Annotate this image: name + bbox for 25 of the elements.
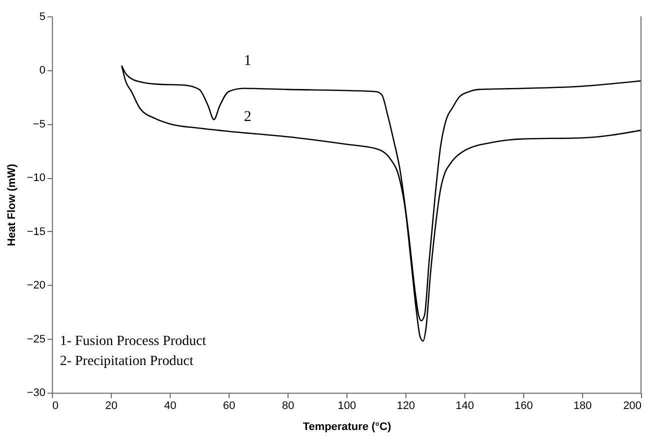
x-tick-label: 40 <box>164 400 176 412</box>
y-tick-label: −15 <box>26 226 46 238</box>
y-tick-label: 5 <box>39 10 46 23</box>
annotation: 2 <box>244 109 252 126</box>
y-axis-title: Heat Flow (mW) <box>6 164 18 246</box>
x-tick-label: 160 <box>514 400 533 412</box>
x-tick-label: 120 <box>396 400 416 412</box>
x-tick-label: 180 <box>573 400 592 412</box>
x-tick-label: 100 <box>338 400 356 412</box>
y-tick-label: −25 <box>26 333 46 346</box>
x-axis-title: Temperature (°C) <box>302 421 392 434</box>
y-tick-label: −20 <box>26 280 46 292</box>
y-tick-label: −10 <box>26 172 46 184</box>
x-tick-label: 20 <box>105 400 118 412</box>
y-tick-label: 0 <box>39 64 46 77</box>
annotation: 1 <box>244 53 252 70</box>
x-tick-label: 200 <box>623 400 642 412</box>
x-tick-label: 80 <box>282 400 294 412</box>
y-tick-label: −30 <box>26 387 46 400</box>
x-tick-label: 0 <box>52 400 59 412</box>
x-tick-label: 60 <box>223 400 236 412</box>
annotation: 1- Fusion Process Product <box>60 334 206 349</box>
annotation: 2- Precipitation Product <box>60 354 194 369</box>
y-tick-label: −5 <box>32 118 46 130</box>
x-tick-label: 140 <box>456 400 474 412</box>
